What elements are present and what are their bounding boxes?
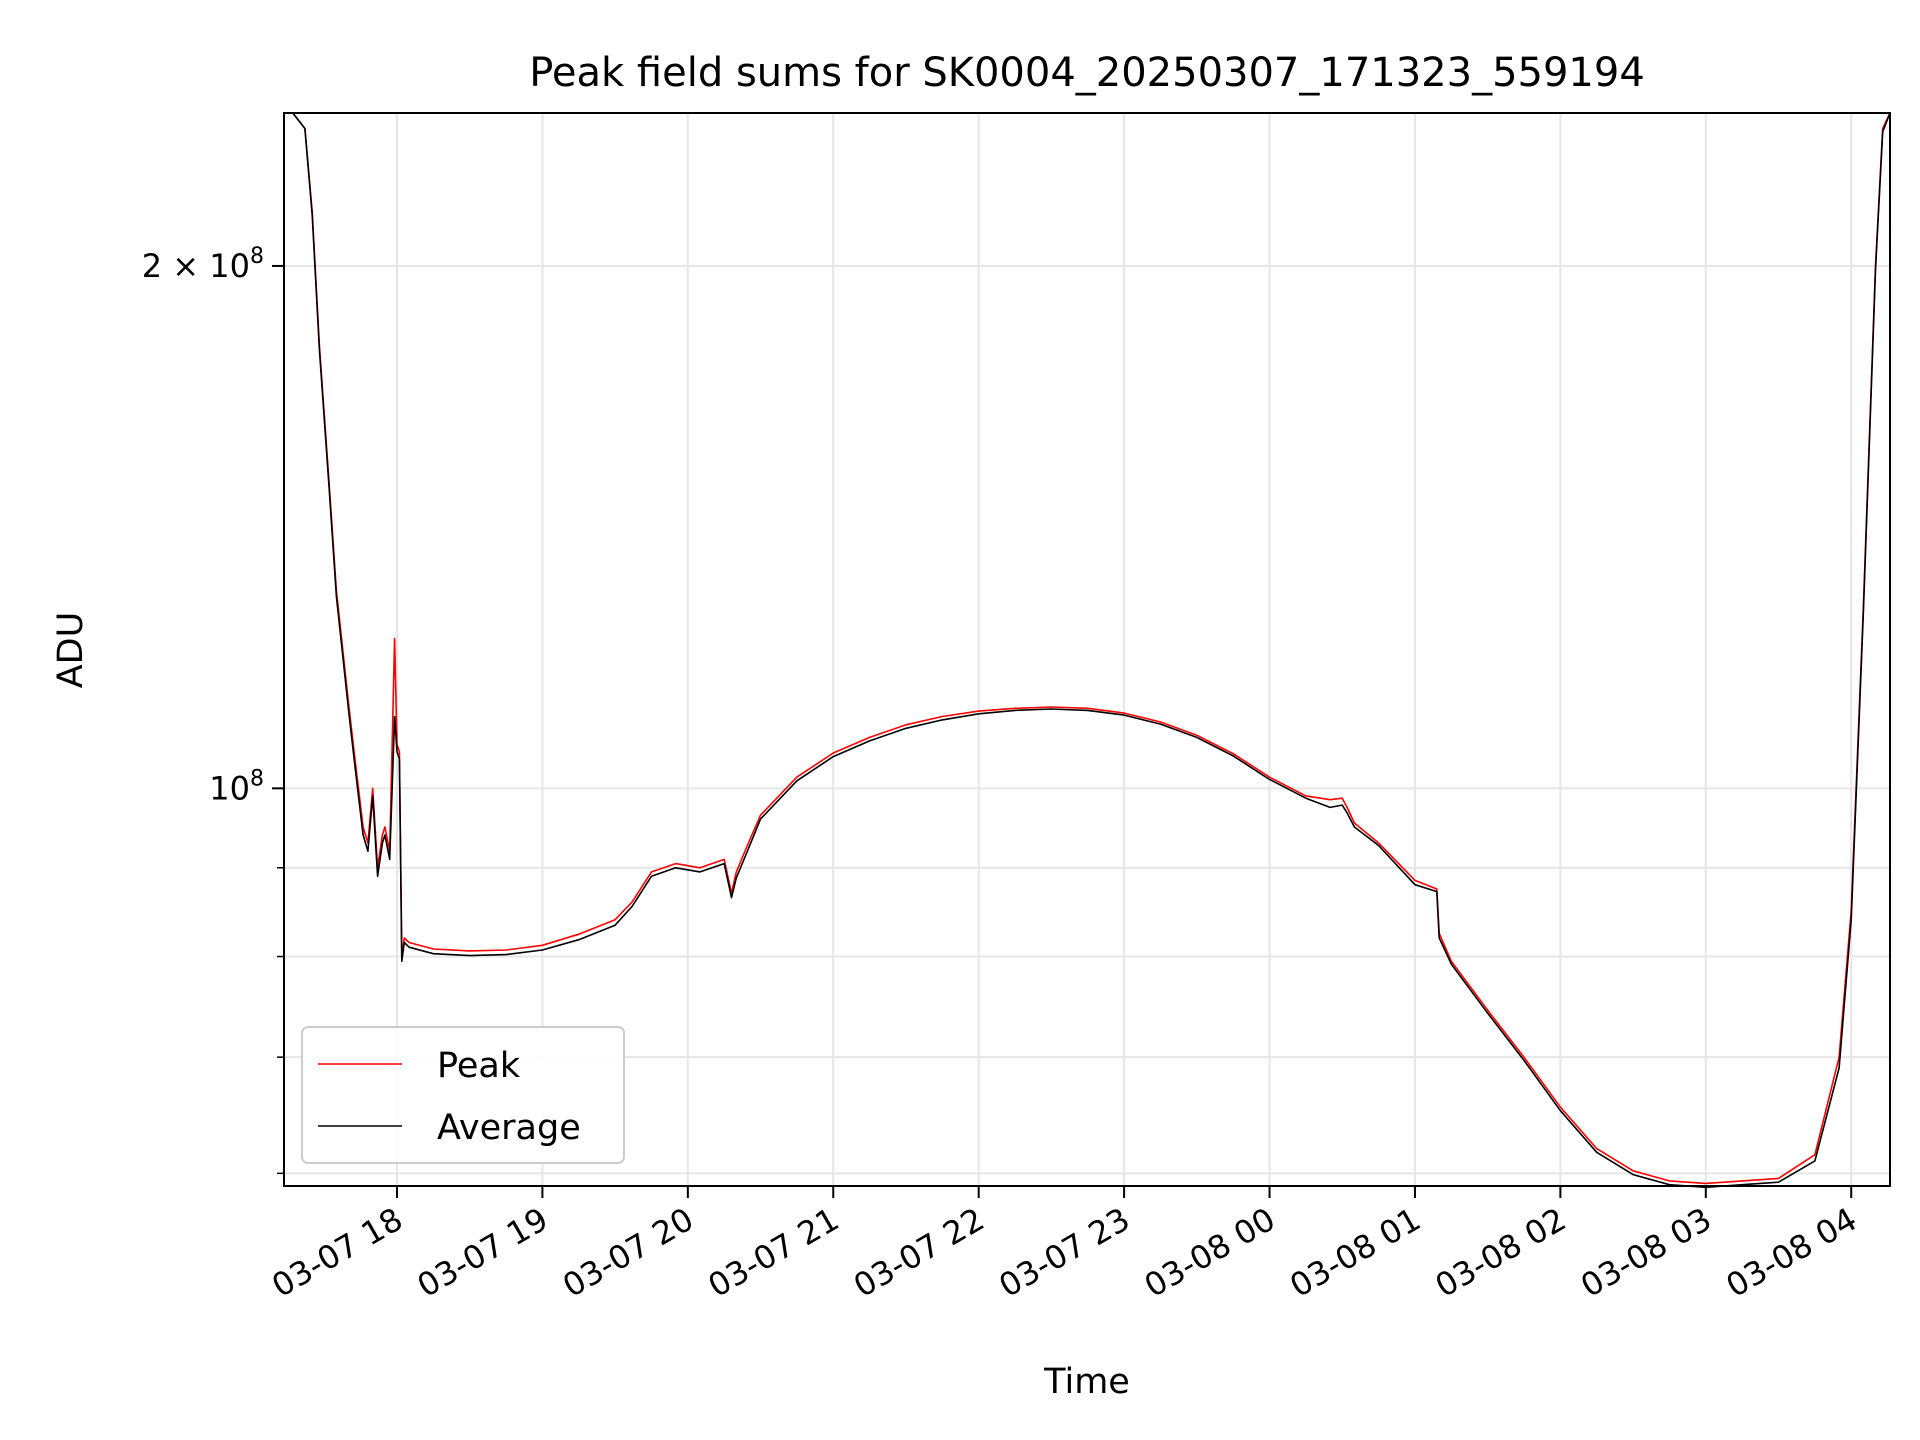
plot-frame <box>283 112 1891 1187</box>
legend-box <box>301 1026 625 1164</box>
y-tick-label: 2 × 108 <box>142 244 264 285</box>
series-line-average <box>283 112 1891 1189</box>
legend: Peak Average <box>301 1026 625 1164</box>
grid <box>284 113 1890 1186</box>
y-axis-label: ADU <box>51 612 91 689</box>
legend-label-average: Average <box>437 1108 581 1148</box>
legend-label-peak: Peak <box>437 1046 521 1086</box>
x-axis-label: Time <box>1043 1362 1130 1402</box>
series-layer <box>283 112 1891 1189</box>
chart-title: Peak field sums for SK0004_20250307_1713… <box>529 50 1645 96</box>
series-line-peak <box>283 112 1891 1185</box>
y-tick-label: 108 <box>209 766 264 807</box>
